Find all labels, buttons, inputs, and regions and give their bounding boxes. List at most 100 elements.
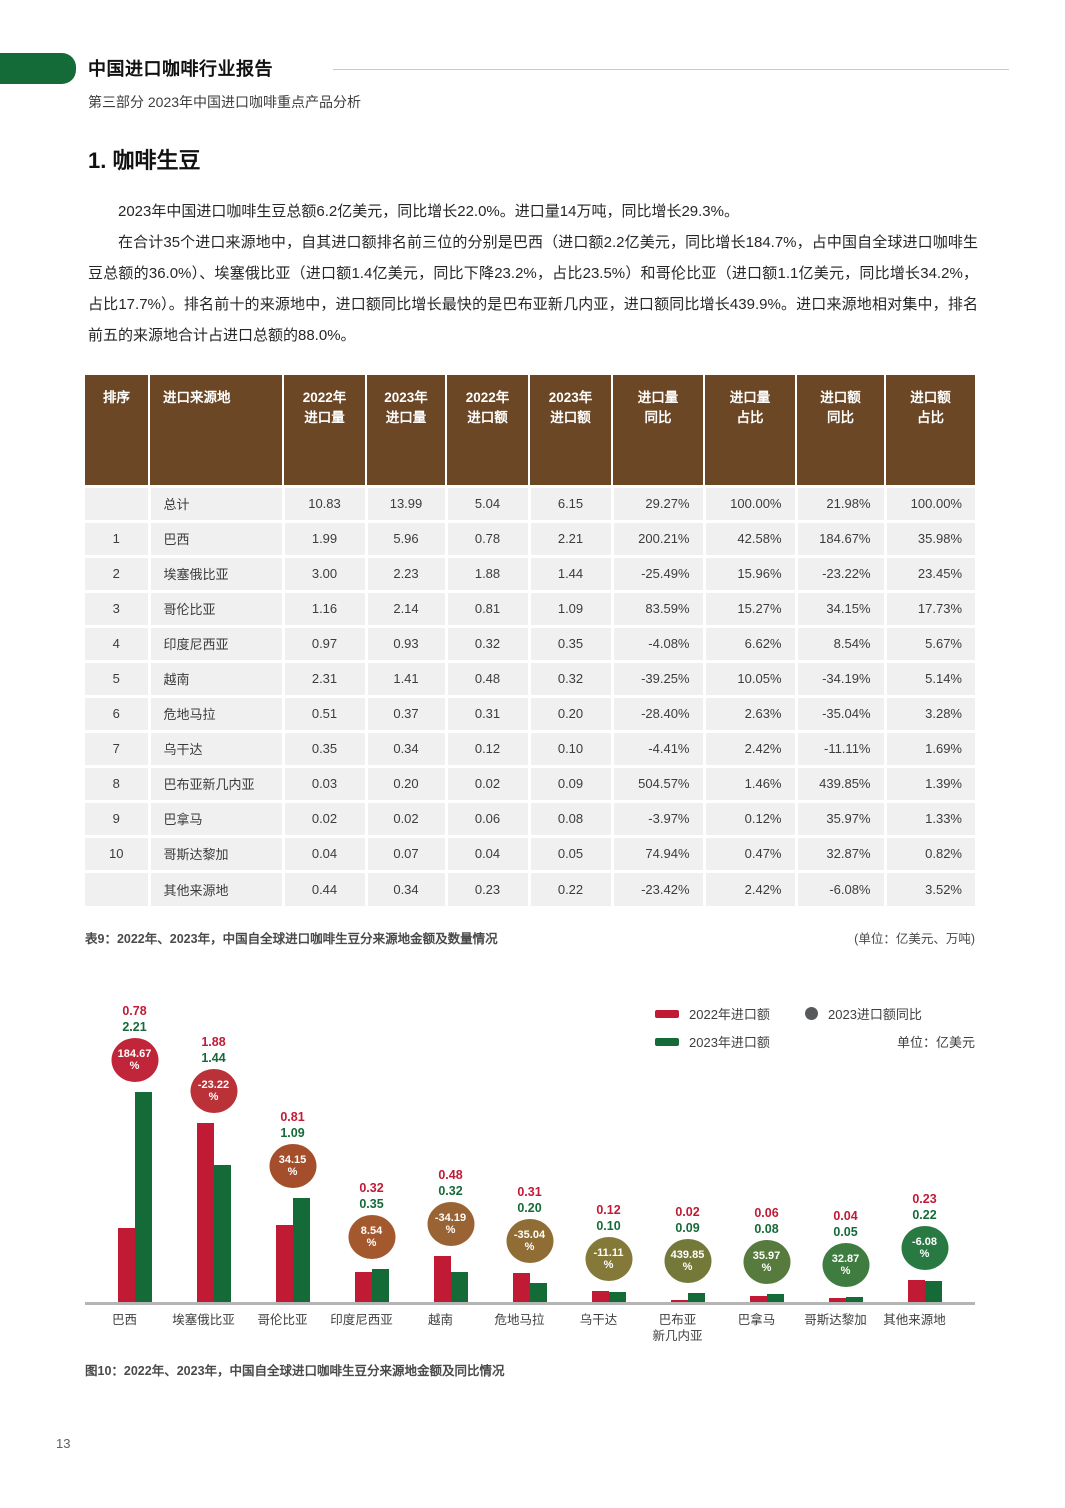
table-cell: -39.25% [612,659,706,696]
table-cell: 5 [85,659,151,696]
table-cell: 3.52% [885,869,975,906]
table-cell: 乌干达 [149,729,285,766]
body-text: 2023年中国进口咖啡生豆总额6.2亿美元，同比增长22.0%。进口量14万吨，… [88,196,978,351]
table-cell: 哥斯达黎加 [149,834,285,871]
table-cell: 0.02 [446,764,531,801]
table-cell: 0.09 [529,764,614,801]
chart-bar-2023 [924,1281,942,1302]
table-cell: 0.06 [446,799,531,836]
import-source-chart: 2022年进口额 2023进口额同比 2023年进口额 单位：亿美元 0.78 2… [85,998,975,1379]
table-cell: 23.45% [885,554,975,591]
table-cell: 29.27% [612,484,706,521]
chart-category-label: 危地马拉 [494,1313,545,1327]
table-column-header: 2022年 进口量 [283,375,367,486]
table-cell: -4.08% [612,624,706,661]
chart-yoy-badge: -34.19% [427,1202,474,1246]
chart-caption: 图10：2022年、2023年，中国自全球进口咖啡生豆分来源地金额及同比情况 [85,1364,505,1378]
table-cell: -23.22% [796,554,887,591]
table-cell: 15.27% [704,589,798,626]
legend-item-badge: 2023进口额同比 [805,1004,975,1023]
chart-bars [354,1269,389,1302]
table-cell: 3.00 [283,554,368,591]
table-cell: 0.34 [366,869,448,906]
legend-dot-icon [805,1007,818,1020]
chart-value-2023: 0.35 [359,1197,384,1211]
chart-value-2022: 0.23 [912,1192,937,1206]
chart-annotation: 0.31 0.20 -35.04% [506,1184,553,1263]
chart-plot-area: 0.78 2.21 184.67% 1.88 1.44 -23.22% 0.81 1.09 34… [85,998,975,1305]
table-column-header: 进口量 占比 [704,375,797,486]
table-cell: 6.62% [704,624,798,661]
chart-bars [828,1297,863,1302]
table-cell: 0.78 [446,519,531,556]
table-cell: 1.69% [885,729,975,766]
table-cell: 2 [85,554,151,591]
chart-bar-2022 [275,1225,293,1302]
chart-value-2022: 0.12 [596,1203,621,1217]
table-cell: 危地马拉 [149,694,285,731]
chart-bar-2023 [371,1269,389,1302]
table-cell: 2.14 [366,589,448,626]
chart-value-2022: 0.02 [675,1205,700,1219]
chart-value-2023: 1.44 [201,1051,226,1065]
chart-bar-2023 [450,1272,468,1302]
chart-value-2022: 0.78 [122,1004,147,1018]
chart-category-label: 其他来源地 [883,1313,946,1327]
chart-bar-2022 [354,1272,372,1302]
chart-category-label: 乌干达 [579,1313,618,1327]
table-cell: 10.83 [283,484,368,521]
table-cell: 0.20 [529,694,614,731]
table-cell: 1.16 [283,589,368,626]
table-cell: 0.35 [529,624,614,661]
table-cell: 504.57% [612,764,706,801]
table-cell: 0.34 [366,729,448,766]
table-cell: 7 [85,729,151,766]
chart-bar-2022 [196,1123,214,1302]
chart-bar-2023 [766,1294,784,1302]
table-row: 1 巴西 1.99 5.96 0.78 2.21 200.21% 42.58% 184.67% 3… [85,519,975,556]
table-row: 2 埃塞俄比亚 3.00 2.23 1.88 1.44 -25.49% 15.96% -23.2… [85,554,975,591]
table-column-header: 进口额 占比 [885,375,975,486]
chart-category-label: 埃塞俄比亚 [172,1313,235,1327]
paragraph-1: 2023年中国进口咖啡生豆总额6.2亿美元，同比增长22.0%。进口量14万吨，… [118,203,739,220]
table-cell: 1 [85,519,151,556]
table-caption: 表9：2022年、2023年，中国自全球进口咖啡生豆分来源地金额及数量情况 [85,932,498,946]
table-cell: 0.04 [283,834,368,871]
table-row: 3 哥伦比亚 1.16 2.14 0.81 1.09 83.59% 15.27% 34.15% 1… [85,589,975,626]
chart-value-2023: 1.09 [280,1126,305,1140]
table-cell [85,484,151,521]
chart-annotation: 0.81 1.09 34.15% [269,1109,316,1188]
table-cell: -4.41% [612,729,706,766]
table-cell: 9 [85,799,151,836]
table-row: 7 乌干达 0.35 0.34 0.12 0.10 -4.41% 2.42% -11.11% 1.… [85,729,975,766]
chart-bar-2022 [117,1228,135,1302]
chart-value-2022: 0.06 [754,1206,779,1220]
chart-value-2022: 0.04 [833,1209,858,1223]
chart-value-2022: 0.81 [280,1110,305,1124]
chart-category-label: 哥斯达黎加 [804,1313,867,1327]
chart-bars [591,1291,626,1302]
legend-swatch-2022 [655,1009,679,1018]
table-cell: 0.47% [704,834,798,871]
chart-unit-label: 单位：亿美元 [896,1035,975,1050]
chart-category-label: 巴布亚 新几内亚 [652,1313,703,1343]
header-accent-tab [0,53,76,84]
paragraph-2: 在合计35个进口来源地中，自其进口额排名前三位的分别是巴西（进口额2.2亿美元，… [88,234,978,344]
chart-value-2023: 0.22 [912,1208,937,1222]
chart-yoy-badge: 439.85% [664,1239,711,1283]
chart-bars [749,1294,784,1302]
chart-yoy-badge: 35.97% [743,1240,790,1284]
chart-bar-2023 [213,1165,231,1302]
chart-bars [275,1198,310,1302]
chart-yoy-badge: 8.54% [348,1215,395,1259]
legend-label-badge: 2023进口额同比 [828,1007,922,1022]
table-row: 4 印度尼西亚 0.97 0.93 0.32 0.35 -4.08% 6.62% 8.54% 5.… [85,624,975,661]
table-cell: 0.04 [446,834,531,871]
table-unit-note: (单位：亿美元、万吨) [854,932,975,946]
table-cell: 42.58% [704,519,798,556]
table-cell: 2.21 [529,519,614,556]
table-cell: 巴西 [149,519,285,556]
table-cell: 1.39% [885,764,975,801]
table-cell: 3.28% [885,694,975,731]
chart-bars [196,1123,231,1302]
